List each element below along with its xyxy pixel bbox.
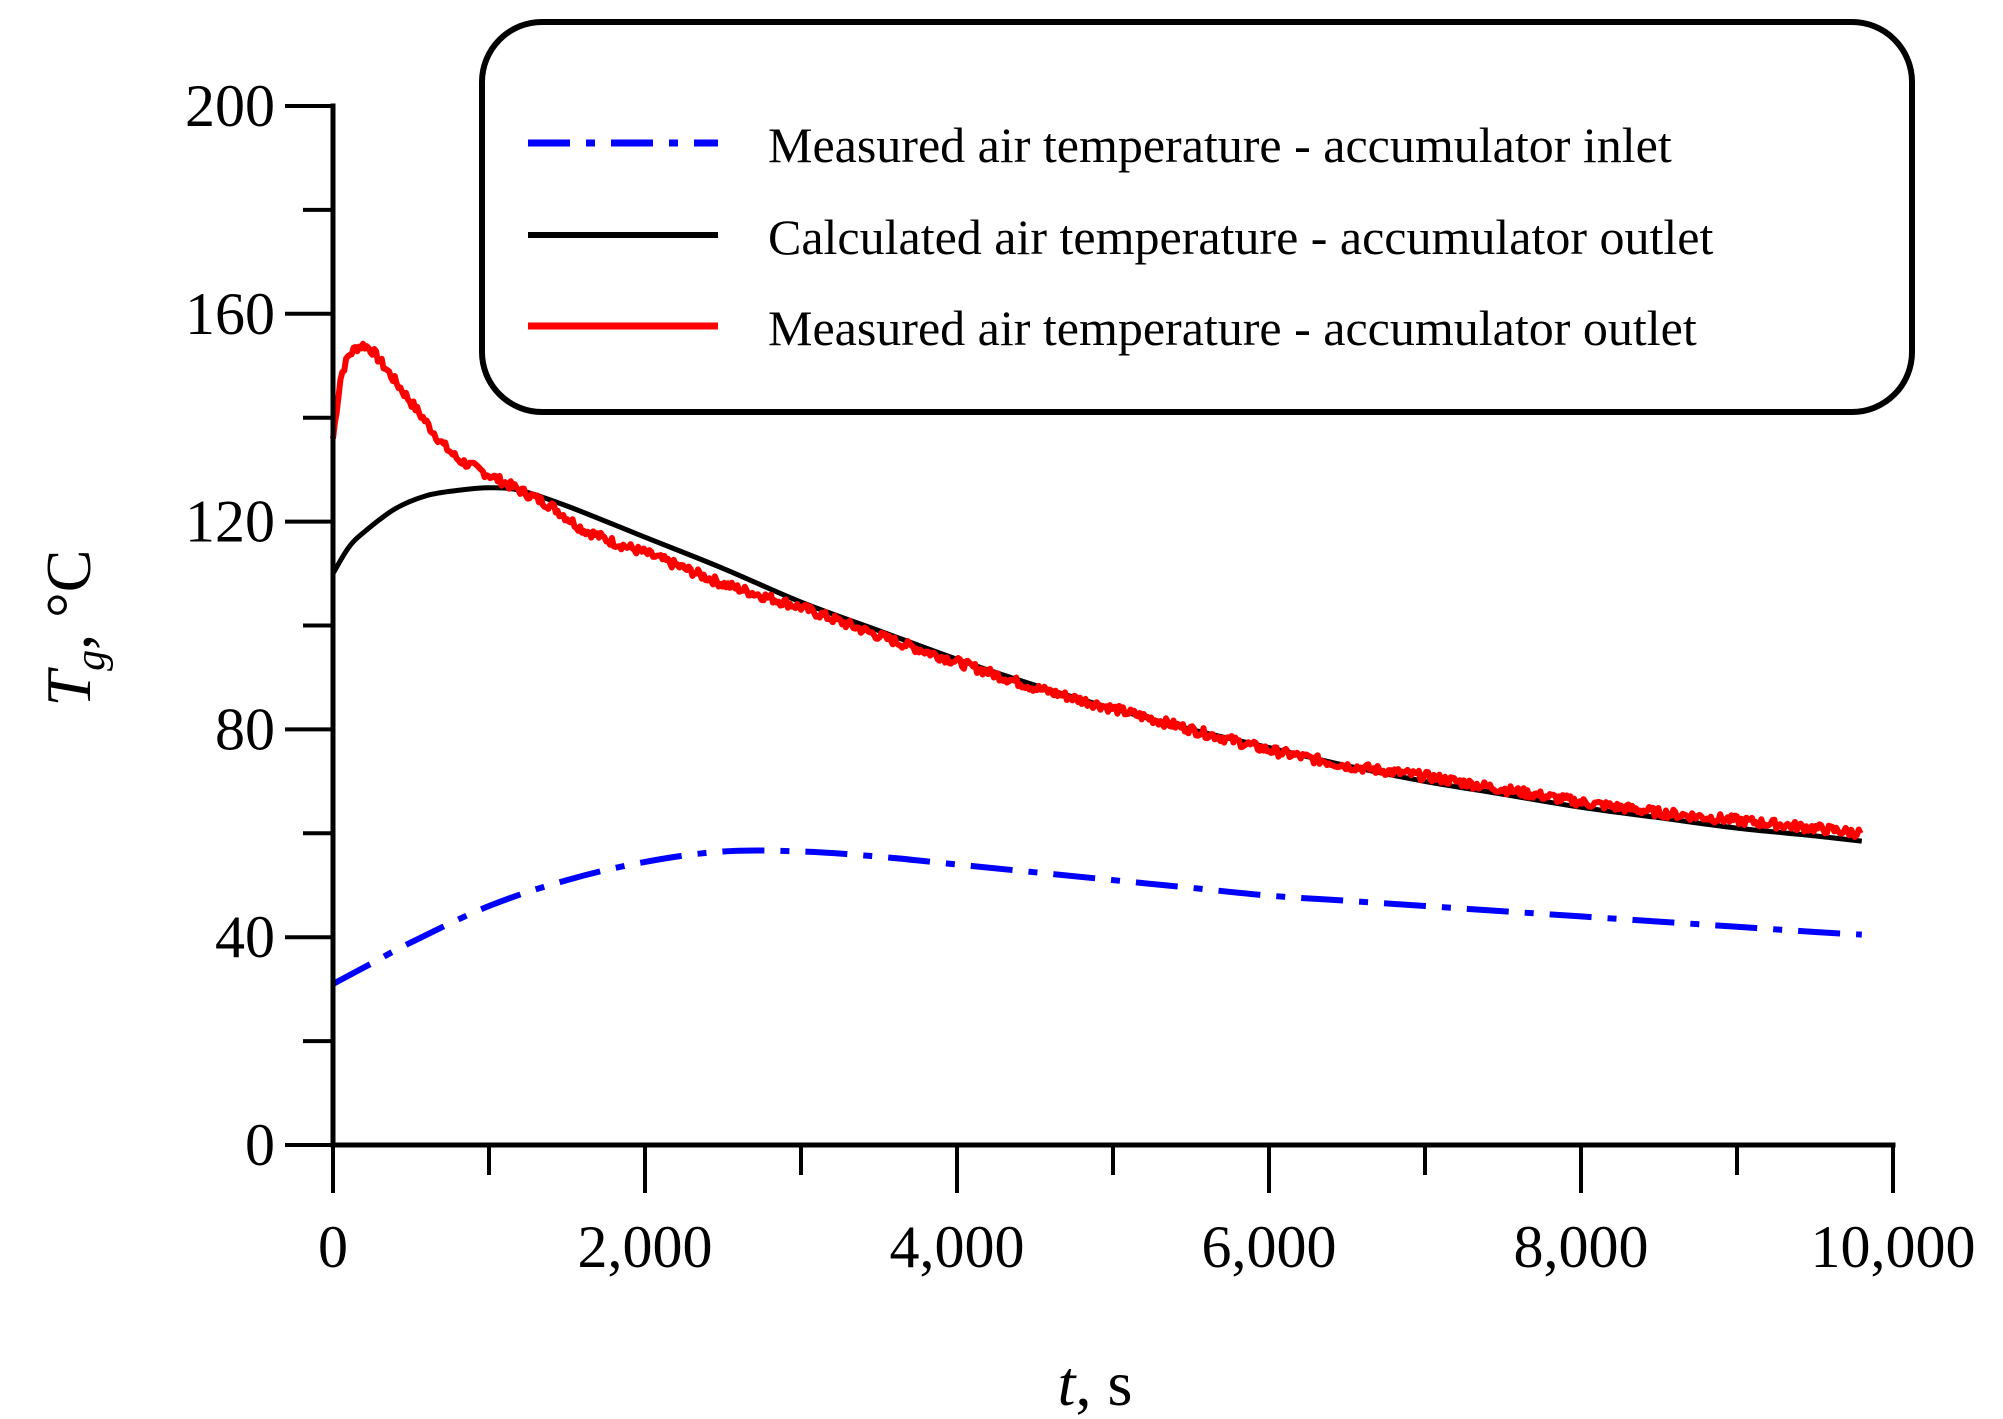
y-tick-label: 80 [215, 696, 275, 762]
x-axis-title: t, s [1058, 1348, 1133, 1419]
x-tick-label: 8,000 [1514, 1214, 1649, 1280]
y-axis-subscript: g [68, 650, 114, 671]
axes: 0 40 80 120 160 200 0 2,000 4,000 6,000 8,000 10,0… [185, 73, 1976, 1280]
legend-label-inlet: Measured air temperature - accumulator i… [768, 117, 1672, 173]
y-axis-symbol: T [33, 666, 104, 706]
series-line-outlet-measured [330, 340, 1864, 840]
series-line-inlet-measured [331, 847, 1862, 987]
y-tick-label: 120 [185, 489, 275, 555]
y-tick-label: 200 [185, 73, 275, 139]
y-tick-label: 0 [245, 1112, 275, 1178]
x-tick-label: 0 [318, 1214, 348, 1280]
y-axis-title: Tg, °C [33, 550, 114, 707]
x-tick-label: 4,000 [890, 1214, 1025, 1280]
legend-label-measured-outlet: Measured air temperature - accumulator o… [768, 300, 1697, 356]
x-axis-symbol: t [1058, 1348, 1078, 1419]
x-tick-label: 10,000 [1811, 1214, 1976, 1280]
y-tick-label: 40 [215, 904, 275, 970]
y-ticks: 0 40 80 120 160 200 [185, 73, 333, 1178]
x-ticks: 0 2,000 4,000 6,000 8,000 10,000 [318, 1145, 1976, 1280]
legend-box [479, 19, 1915, 415]
series-layer [330, 340, 1864, 987]
legend-label-calculated: Calculated air temperature - accumulator… [768, 209, 1713, 265]
series-line-outlet-calculated [330, 485, 1863, 844]
x-axis-unit: , s [1075, 1348, 1132, 1419]
y-axis-unit: , °C [33, 550, 104, 650]
legend: Measured air temperature - accumulator i… [479, 19, 1915, 415]
y-tick-label: 160 [185, 281, 275, 347]
x-tick-label: 6,000 [1202, 1214, 1337, 1280]
x-tick-label: 2,000 [578, 1214, 713, 1280]
